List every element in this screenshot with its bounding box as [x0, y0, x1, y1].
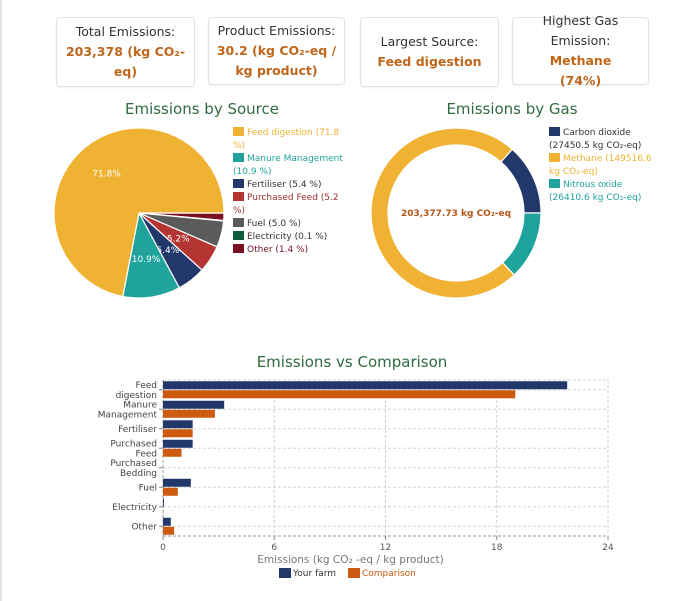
x-axis-label: Emissions (kg CO₂ -eq / kg product) — [257, 554, 444, 566]
legend-item-fuel[interactable]: Fuel (5.0 %) — [233, 218, 345, 231]
legend-swatch — [549, 179, 560, 188]
legend-item-methane[interactable]: Methane (149516.6 kg CO₂-eq) — [549, 153, 661, 179]
legend-label: Methane (149516.6 kg CO₂-eq) — [549, 154, 652, 177]
bar-your-farm-feed-digestion[interactable] — [163, 381, 568, 390]
bar-comparison-manure-management[interactable] — [163, 409, 215, 418]
legend-label: Electricity (0.1 %) — [247, 232, 328, 242]
bar-comparison-other[interactable] — [163, 526, 175, 535]
pie-label-feed-digestion: 71.8% — [92, 170, 121, 180]
card-value: Feed digestion — [377, 54, 482, 69]
card-label: Product Emissions: — [217, 23, 336, 38]
bar-your-farm-purchased-feed[interactable] — [163, 439, 193, 448]
bar-your-farm-manure-management[interactable] — [163, 400, 225, 409]
legend-label: Nitrous oxide (26410.6 kg CO₂-eq) — [549, 180, 642, 203]
legend-label: Fertiliser (5.4 %) — [247, 180, 322, 190]
legend-label-comparison[interactable]: Comparison — [362, 569, 416, 579]
legend-item-nitrous-oxide[interactable]: Nitrous oxide (26410.6 kg CO₂-eq) — [549, 179, 661, 205]
y-tick-label-other: Other — [131, 522, 157, 532]
legend-swatch — [549, 127, 560, 136]
legend-label: Other (1.4 %) — [247, 245, 309, 255]
pie-label-manure-management: 10.9% — [132, 255, 161, 265]
gas-chart-title: Emissions by Gas — [446, 100, 578, 118]
card-value: 30.2 (kg CO₂-eq / kg product) — [216, 43, 337, 78]
card-value: Methane (74%) — [549, 53, 612, 88]
y-tick-label-feed-digestion: Feed digestion — [116, 381, 157, 401]
card-total-emissions: Total Emissions: 203,378 (kg CO₂-eq) — [56, 17, 195, 87]
source-chart-title: Emissions by Source — [124, 100, 279, 118]
bar-your-farm-fuel[interactable] — [163, 478, 191, 487]
legend-swatch-your-farm[interactable] — [279, 568, 291, 578]
y-tick-label-purchased-bedding: Purchased Bedding — [110, 459, 157, 479]
legend-swatch — [233, 218, 244, 227]
legend-item-fertiliser[interactable]: Fertiliser (5.4 %) — [233, 179, 345, 192]
donut-slice-carbon-dioxide[interactable] — [500, 148, 542, 214]
legend-label-your-farm[interactable]: Your farm — [292, 569, 336, 579]
bar-comparison-fuel[interactable] — [163, 487, 178, 496]
card-label: Highest Gas Emission: — [542, 13, 619, 48]
bar-your-farm-other[interactable] — [163, 517, 171, 526]
legend-label: Carbon dioxide (27450.5 kg CO₂-eq) — [549, 128, 642, 151]
source-legend: Feed digestion (71.8 %) Manure Management… — [233, 127, 345, 257]
card-largest-source: Largest Source: Feed digestion — [360, 17, 499, 87]
y-tick-label-electricity: Electricity — [112, 503, 157, 513]
y-tick-label-fertiliser: Fertiliser — [118, 425, 157, 435]
donut-slice-nitrous-oxide[interactable] — [501, 212, 542, 276]
card-product-emissions: Product Emissions: 30.2 (kg CO₂-eq / kg … — [208, 17, 345, 85]
x-tick-label: 18 — [491, 543, 503, 553]
y-tick-label-manure-management: Manure Management — [98, 400, 158, 420]
y-tick-label-purchased-feed: Purchased Feed — [110, 439, 157, 459]
legend-swatch — [233, 179, 244, 188]
card-label: Largest Source: — [380, 34, 479, 49]
legend-label: Manure Management (10.9 %) — [233, 154, 343, 177]
x-tick-label: 6 — [271, 543, 277, 553]
legend-item-feed-digestion[interactable]: Feed digestion (71.8 %) — [233, 127, 345, 153]
legend-label: Purchased Feed (5.2 %) — [233, 193, 339, 216]
pie-slice-feed-digestion[interactable] — [53, 127, 225, 298]
summary-cards: Total Emissions: 203,378 (kg CO₂-eq) Pro… — [56, 13, 652, 88]
gas-legend: Carbon dioxide (27450.5 kg CO₂-eq) Methan… — [549, 127, 661, 205]
x-tick-label: 0 — [160, 543, 166, 553]
legend-swatch — [233, 244, 244, 253]
donut-center-total: 203,377.73 kg CO₂-eq — [401, 209, 511, 219]
pie-label-purchased-feed: 5.2% — [167, 234, 190, 244]
legend-swatch — [233, 153, 244, 162]
legend-item-manure-management[interactable]: Manure Management (10.9 %) — [233, 153, 345, 179]
bar-comparison-feed-digestion[interactable] — [163, 390, 516, 399]
gas-donut-chart: 203,377.73 kg CO₂-eq — [370, 127, 542, 299]
legend-label: Feed digestion (71.8 %) — [233, 128, 340, 151]
legend-swatch-comparison[interactable] — [348, 568, 360, 578]
bar-comparison-fertiliser[interactable] — [163, 429, 193, 438]
card-label: Total Emissions: — [75, 24, 176, 39]
x-tick-label: 12 — [380, 543, 391, 553]
bar-comparison-purchased-feed[interactable] — [163, 448, 182, 457]
legend-swatch — [233, 127, 244, 136]
legend-item-purchased-feed[interactable]: Purchased Feed (5.2 %) — [233, 192, 345, 218]
legend-item-other[interactable]: Other (1.4 %) — [233, 244, 345, 257]
legend-label: Fuel (5.0 %) — [247, 219, 302, 229]
legend-item-carbon-dioxide[interactable]: Carbon dioxide (27450.5 kg CO₂-eq) — [549, 127, 661, 153]
card-value: 203,378 (kg CO₂-eq) — [65, 44, 186, 79]
card-highest-gas: Highest Gas Emission: Methane (74%) — [512, 13, 649, 88]
legend-swatch — [233, 231, 244, 240]
legend-swatch — [233, 192, 244, 201]
legend-item-electricity[interactable]: Electricity (0.1 %) — [233, 231, 345, 244]
bar-your-farm-fertiliser[interactable] — [163, 420, 193, 429]
donut-slice-methane[interactable] — [370, 127, 516, 299]
y-tick-label-fuel: Fuel — [139, 483, 157, 493]
source-pie-chart: 5.2% 5.4%10.9% 71.8% — [53, 127, 225, 299]
pie-label-fertiliser: 5.4% — [156, 246, 179, 256]
legend-swatch — [549, 153, 560, 162]
bar-your-farm-electricity[interactable] — [163, 498, 164, 507]
comparison-chart-title: Emissions vs Comparison — [256, 353, 448, 371]
x-tick-label: 24 — [602, 543, 614, 553]
